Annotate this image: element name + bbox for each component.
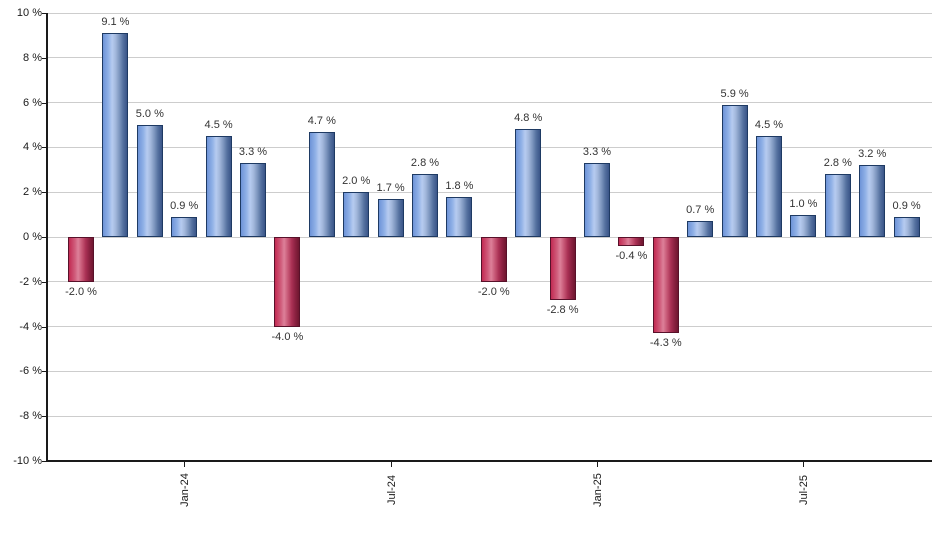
y-axis-label: 6 % — [23, 96, 42, 109]
bar-value-label: 5.9 % — [720, 87, 749, 100]
positive-return-bar — [205, 136, 232, 237]
bar-value-label: 0.9 % — [170, 199, 199, 212]
positive-return-bar — [790, 214, 817, 237]
bar-value-label: 4.5 % — [754, 119, 784, 132]
y-axis-tick — [42, 147, 47, 149]
y-axis-label: 8 % — [23, 51, 42, 64]
x-axis-tick — [597, 461, 598, 467]
bar-value-label: 3.3 % — [582, 146, 612, 159]
x-axis-tick — [184, 461, 186, 467]
negative-return-bar — [549, 237, 576, 300]
bar-value-label: 5.0 % — [135, 108, 164, 120]
bar-value-label: 3.2 % — [858, 148, 887, 161]
bar-value-label: 1.8 % — [445, 179, 474, 192]
positive-return-bar — [859, 165, 886, 237]
y-axis-line — [46, 13, 48, 462]
negative-return-bar — [68, 237, 94, 282]
y-axis-label: -10 % — [13, 455, 42, 467]
x-axis-label: Jan-25 — [592, 473, 604, 507]
bar-value-label: 2.0 % — [342, 175, 371, 188]
negative-return-bar — [618, 237, 645, 246]
gridline — [47, 415, 932, 417]
bar-value-label: 4.8 % — [514, 112, 543, 125]
positive-return-bar — [136, 125, 163, 237]
bar-value-label: -2.0 % — [65, 285, 97, 298]
y-axis-tick — [42, 192, 47, 194]
y-axis-tick — [42, 281, 47, 283]
bar-value-label: 0.7 % — [686, 204, 715, 217]
bar-value-label: -4.3 % — [649, 337, 682, 350]
y-axis-tick — [42, 326, 47, 328]
negative-return-bar — [652, 237, 679, 334]
y-axis-tick — [42, 237, 47, 238]
positive-return-bar — [824, 174, 851, 237]
y-axis-label: 10 % — [16, 7, 42, 19]
bar-value-label: 4.5 % — [204, 119, 233, 132]
y-axis-label: -6 % — [19, 365, 42, 378]
y-axis-label: -8 % — [19, 410, 42, 423]
y-axis-tick — [42, 102, 47, 104]
negative-return-bar — [274, 237, 301, 327]
gridline — [47, 12, 932, 14]
y-axis-tick — [42, 57, 47, 59]
bar-value-label: 2.8 % — [823, 157, 852, 170]
positive-return-bar — [377, 198, 404, 237]
gridline — [47, 146, 932, 148]
positive-return-bar — [515, 129, 542, 237]
positive-return-bar — [343, 192, 370, 237]
positive-return-bar — [446, 196, 473, 237]
negative-return-bar — [480, 237, 507, 282]
positive-return-bar — [687, 221, 714, 237]
x-axis-label: Jan-24 — [179, 473, 192, 507]
y-axis-tick — [42, 461, 47, 462]
bar-value-label: 2.8 % — [410, 157, 440, 170]
gridline — [47, 57, 932, 59]
y-axis-label: -2 % — [19, 275, 42, 288]
y-axis-label: 4 % — [23, 141, 42, 154]
y-axis-tick — [42, 13, 47, 14]
bar-value-label: -0.4 % — [615, 249, 648, 262]
positive-return-bar — [308, 131, 335, 237]
x-axis-tick — [390, 461, 392, 467]
x-axis-label: Jul-25 — [798, 475, 811, 505]
bar-value-label: 1.0 % — [789, 197, 818, 210]
bar-value-label: 1.7 % — [376, 181, 405, 194]
y-axis-label: 0 % — [23, 231, 42, 243]
positive-return-bar — [893, 216, 920, 237]
y-axis-label: -4 % — [19, 320, 42, 333]
bar-value-label: 4.7 % — [307, 114, 336, 127]
gridline — [47, 370, 932, 372]
positive-return-bar — [756, 136, 782, 237]
bar-value-label: -2.0 % — [477, 285, 510, 298]
bar-value-label: 3.3 % — [238, 146, 268, 159]
gridline — [47, 102, 932, 104]
bar-value-label: 9.1 % — [101, 16, 130, 29]
bar-value-label: -4.0 % — [271, 330, 304, 343]
x-axis-label: Jul-24 — [385, 475, 398, 505]
x-axis-line — [46, 460, 932, 462]
y-axis-tick — [42, 416, 47, 418]
y-axis-tick — [42, 371, 47, 373]
positive-return-bar — [171, 216, 198, 237]
positive-return-bar — [412, 174, 438, 237]
x-axis-tick — [803, 461, 805, 467]
y-axis-label: 2 % — [23, 186, 42, 199]
gridline — [47, 191, 932, 193]
bar-value-label: -2.8 % — [546, 303, 579, 316]
positive-return-bar — [240, 163, 266, 237]
positive-return-bar — [584, 163, 610, 237]
bar-value-label: 0.9 % — [892, 199, 921, 212]
gridline — [47, 281, 932, 283]
positive-return-bar — [721, 104, 748, 237]
positive-return-bar — [102, 33, 129, 237]
gridline — [47, 326, 932, 328]
